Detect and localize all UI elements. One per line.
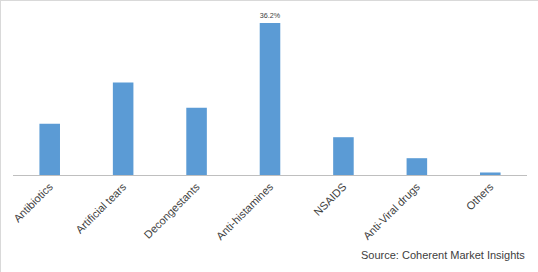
svg-text:Anti-histamines: Anti-histamines [214, 180, 276, 242]
svg-text:NSAIDS: NSAIDS [311, 181, 348, 218]
svg-text:Artificial tears: Artificial tears [73, 180, 129, 236]
svg-text:36.2%: 36.2% [260, 12, 281, 20]
svg-text:Others: Others [464, 180, 496, 212]
svg-text:Anti-Viral drugs: Anti-Viral drugs [361, 180, 423, 242]
svg-text:Source: Coherent Market Insigh: Source: Coherent Market Insights [361, 249, 525, 261]
svg-text:Antibiotics: Antibiotics [11, 180, 55, 224]
svg-text:Decongestants: Decongestants [141, 180, 202, 241]
